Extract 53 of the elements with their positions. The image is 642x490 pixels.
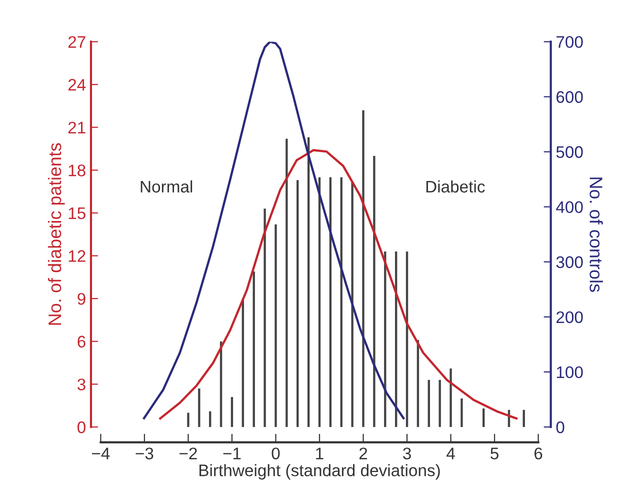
x-tick-label: 4	[446, 448, 455, 460]
y2-tick-label: 300	[556, 256, 583, 268]
bar	[252, 271, 255, 427]
bar	[450, 368, 452, 427]
y-tick-label: 6	[78, 336, 86, 348]
bar	[438, 380, 441, 427]
x-tick-label: −4	[92, 448, 110, 460]
x-tick-label: −3	[136, 448, 154, 460]
y2-tick-label: 0	[556, 421, 564, 434]
annotation: Normal	[140, 180, 192, 193]
y2-tick-label: 600	[556, 91, 583, 103]
bar	[198, 388, 200, 427]
y2-tick-label: 700	[556, 36, 583, 48]
bar	[460, 398, 463, 427]
y-tick-label: 9	[78, 292, 86, 305]
x-tick-label: 5	[490, 448, 498, 460]
y2-tick-label: 500	[556, 146, 583, 158]
bar	[187, 412, 190, 427]
x-tick-label: 0	[272, 448, 280, 460]
bar	[286, 138, 288, 427]
y2-tick-label: 200	[556, 311, 583, 324]
y2-tick-label: 400	[556, 201, 583, 214]
annotation: Diabetic	[426, 180, 485, 193]
y-tick-label: 3	[77, 378, 86, 390]
y-tick-label: 15	[68, 208, 86, 220]
bar	[351, 182, 354, 427]
x-tick-label: 1	[316, 448, 324, 460]
x-axis-title: Birthweight (standard deviations)	[200, 464, 440, 480]
x-tick-label: −2	[180, 448, 197, 460]
bar	[264, 208, 266, 427]
bar	[428, 380, 430, 427]
y-tick-label: 27	[68, 36, 86, 48]
bar	[482, 408, 485, 427]
bar	[296, 180, 299, 427]
bar	[209, 411, 212, 427]
bar	[373, 156, 376, 427]
y-tick-label: 12	[68, 250, 86, 262]
y2-axis-title: No. of controls	[590, 178, 603, 292]
bar	[274, 224, 277, 427]
x-tick-label: 6	[534, 448, 542, 460]
y2-tick-label: 100	[556, 366, 583, 378]
y-tick-label: 18	[68, 164, 86, 176]
x-tick-label: 2	[359, 448, 368, 460]
y-axis-title: No. of diabetic patients	[48, 143, 65, 325]
bar	[362, 110, 364, 427]
y-tick-label: 24	[68, 78, 86, 91]
line-series	[142, 42, 405, 420]
y-tick-label: 0	[78, 421, 86, 434]
bar	[230, 397, 234, 427]
x-tick-label: −1	[223, 448, 241, 460]
y-tick-label: 21	[68, 122, 86, 134]
bar	[522, 410, 525, 427]
x-tick-label: 3	[403, 448, 411, 460]
